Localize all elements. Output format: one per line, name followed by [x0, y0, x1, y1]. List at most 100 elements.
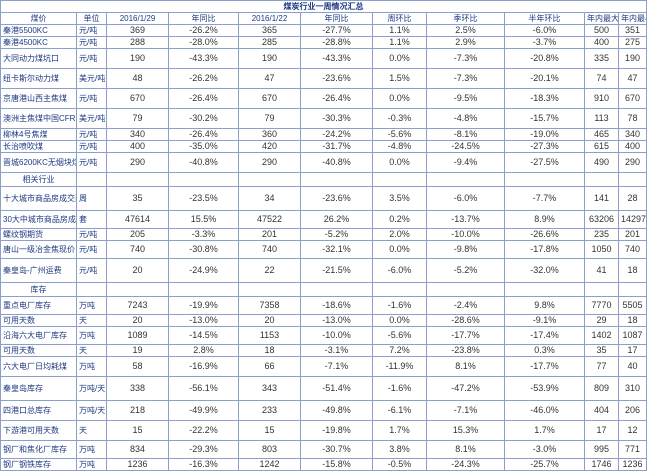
row-unit: 元/吨 — [76, 240, 107, 259]
row-value: -9.8% — [426, 240, 505, 259]
row-value: 400 — [584, 36, 619, 49]
empty-cell — [300, 172, 373, 187]
row-name: 钢厂钢铁库存 — [0, 458, 77, 471]
empty-cell — [617, 172, 648, 187]
row-name: 晋城6200KC无烟块煤 — [0, 152, 77, 173]
row-value: -26.4% — [168, 88, 239, 109]
row-value: 18 — [238, 344, 301, 357]
row-value: -26.4% — [300, 88, 373, 109]
row-unit: 万吨 — [76, 458, 107, 471]
row-value: 771 — [617, 440, 648, 459]
row-value: -47.2% — [426, 376, 505, 401]
row-value: 47614 — [106, 210, 169, 229]
row-value: -7.3% — [426, 68, 505, 89]
row-value: -49.8% — [300, 400, 373, 421]
row-value: 29 — [584, 314, 619, 327]
row-value: 66 — [238, 356, 301, 377]
row-value: 12 — [617, 420, 648, 441]
row-value: 190 — [238, 48, 301, 69]
row-value: 335 — [584, 48, 619, 69]
row-value: 1153 — [238, 326, 301, 345]
row-value: 7.2% — [372, 344, 427, 357]
empty-cell — [372, 172, 427, 187]
row-name: 唐山一级冶金焦现价 — [0, 240, 77, 259]
row-value: 47522 — [238, 210, 301, 229]
row-value: -30.8% — [168, 240, 239, 259]
row-value: 288 — [106, 36, 169, 49]
row-name: 纽卡斯尔动力煤 — [0, 68, 77, 89]
row-value: 290 — [106, 152, 169, 173]
row-value: 2.8% — [168, 344, 239, 357]
row-value: -6.0% — [504, 24, 585, 37]
empty-cell — [617, 282, 648, 297]
header-cell: 周环比 — [372, 12, 427, 25]
row-value: -24.5% — [426, 140, 505, 153]
row-value: 0.0% — [372, 48, 427, 69]
empty-cell — [504, 282, 585, 297]
row-name: 可用天数 — [0, 314, 77, 327]
row-value: 201 — [617, 228, 648, 241]
row-value: -9.4% — [426, 152, 505, 173]
row-value: -30.2% — [168, 108, 239, 129]
row-value: 740 — [617, 240, 648, 259]
row-value: 190 — [106, 48, 169, 69]
row-value: 340 — [617, 128, 648, 141]
table-row: 下游港可用天数天 15 -22.2% 15 -19.8% 1.7% 15.3% 1.7% 17 1… — [0, 420, 648, 441]
table-row: 秦港5500KC 元/吨 369 -26.2% 365 -27.7% 1.1% 2.5% -6.… — [0, 24, 648, 37]
row-value: 218 — [106, 400, 169, 421]
row-unit: 万吨/天 — [76, 400, 107, 421]
row-value: -23.6% — [300, 68, 373, 89]
row-value: 670 — [238, 88, 301, 109]
row-value: 338 — [106, 376, 169, 401]
row-value: 35 — [106, 186, 169, 211]
row-name: 六大电厂日均耗煤 — [0, 356, 77, 377]
row-value: 1087 — [617, 326, 648, 345]
row-value: -1.6% — [372, 376, 427, 401]
row-value: 290 — [238, 152, 301, 173]
row-value: -11.9% — [372, 356, 427, 377]
row-value: -23.6% — [300, 186, 373, 211]
row-value: 3.5% — [372, 186, 427, 211]
table-row: 钢厂钢铁库存 万吨 1236 -16.3% 1242 -15.8% -0.5% -24.3% -… — [0, 458, 648, 471]
row-unit: 元/吨 — [76, 228, 107, 241]
row-value: 670 — [617, 88, 648, 109]
empty-cell — [168, 172, 239, 187]
row-unit: 天 — [76, 420, 107, 441]
row-value: -23.8% — [426, 344, 505, 357]
row-unit: 元/吨 — [76, 88, 107, 109]
row-value: 500 — [584, 24, 619, 37]
row-value: 17 — [584, 420, 619, 441]
row-value: 8.1% — [426, 356, 505, 377]
row-value: 15 — [106, 420, 169, 441]
row-value: -29.3% — [168, 440, 239, 459]
row-name: 京唐港山西主焦煤 — [0, 88, 77, 109]
row-value: -18.6% — [300, 296, 373, 315]
row-unit: 元/吨 — [76, 258, 107, 283]
row-value: -30.7% — [300, 440, 373, 459]
row-value: 1.7% — [372, 420, 427, 441]
row-value: 47 — [238, 68, 301, 89]
row-value: -7.1% — [426, 400, 505, 421]
row-unit: 万吨/天 — [76, 376, 107, 401]
row-unit: 万吨 — [76, 440, 107, 459]
row-value: -6.0% — [426, 186, 505, 211]
row-value: -32.1% — [300, 240, 373, 259]
row-name: 澳洲主焦煤中国CFR — [0, 108, 77, 129]
row-unit: 套 — [76, 210, 107, 229]
row-value: -20.8% — [504, 48, 585, 69]
row-value: 9.8% — [504, 296, 585, 315]
row-value: -21.5% — [300, 258, 373, 283]
row-value: 34 — [238, 186, 301, 211]
empty-cell — [238, 282, 301, 297]
row-value: -19.0% — [504, 128, 585, 141]
table-row: 重点电厂库存 万吨 7243 -19.9% 7358 -18.6% -1.6% -2.4% 9.… — [0, 296, 648, 315]
row-value: 7358 — [238, 296, 301, 315]
row-unit: 元/吨 — [76, 152, 107, 173]
row-value: -26.2% — [168, 24, 239, 37]
row-unit: 万吨 — [76, 296, 107, 315]
row-name: 秦皇岛-广州运费 — [0, 258, 77, 283]
empty-cell — [300, 282, 373, 297]
row-value: -17.8% — [504, 240, 585, 259]
row-value: 1.5% — [372, 68, 427, 89]
